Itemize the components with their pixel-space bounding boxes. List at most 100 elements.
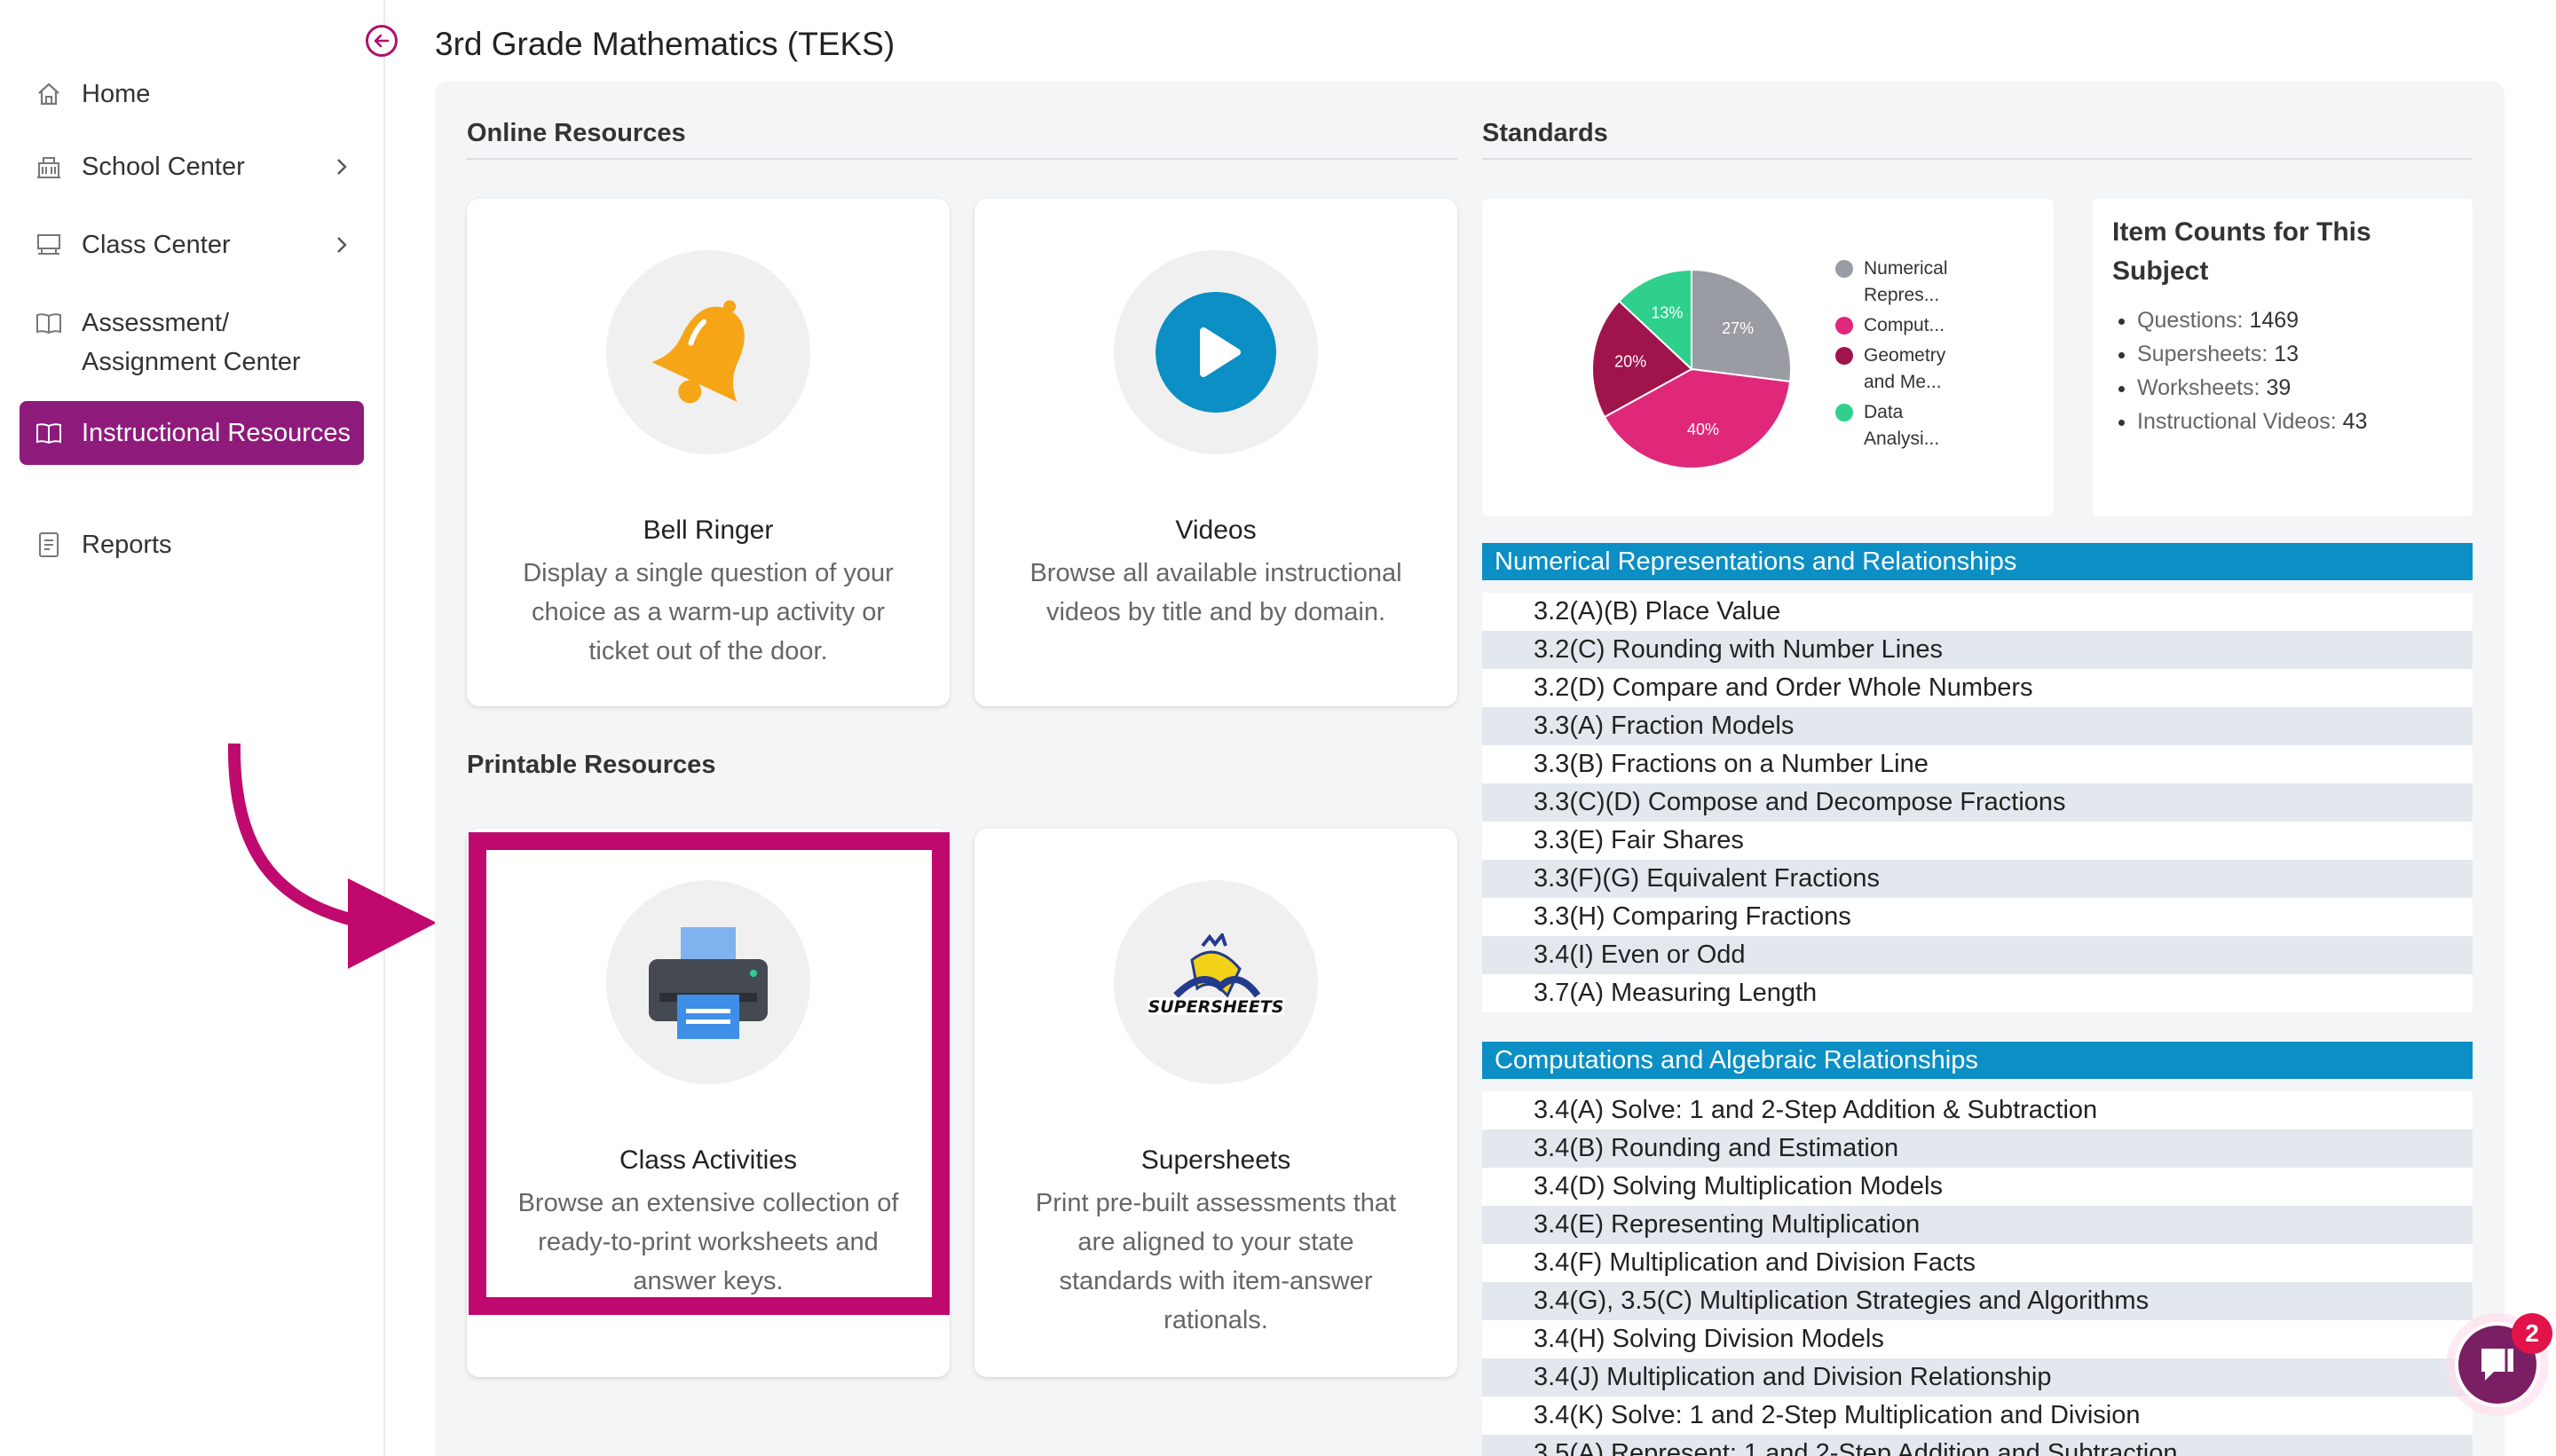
pie-slice-label: 20% bbox=[1614, 352, 1646, 370]
pie-slice[interactable] bbox=[1691, 268, 1792, 383]
legend-label: Analysi... bbox=[1864, 429, 1940, 449]
play-icon bbox=[1114, 250, 1318, 454]
standard-item[interactable]: 3.3(B) Fractions on a Number Line bbox=[1482, 745, 2473, 783]
standard-item[interactable]: 3.4(G), 3.5(C) Multiplication Strategies… bbox=[1482, 1282, 2473, 1320]
standards-heading: Standards bbox=[1482, 119, 1608, 147]
printer-icon bbox=[606, 880, 810, 1084]
standard-item[interactable]: 3.4(J) Multiplication and Division Relat… bbox=[1482, 1358, 2473, 1397]
standard-item[interactable]: 3.3(C)(D) Compose and Decompose Fraction… bbox=[1482, 783, 2473, 822]
standards-list: 3.4(A) Solve: 1 and 2-Step Addition & Su… bbox=[1482, 1091, 2473, 1456]
report-icon bbox=[34, 530, 64, 560]
legend-swatch bbox=[1835, 404, 1853, 421]
card-title: Bell Ringer bbox=[643, 516, 774, 545]
domain-header[interactable]: Numerical Representations and Relationsh… bbox=[1482, 543, 2473, 580]
standard-item[interactable]: 3.4(K) Solve: 1 and 2-Step Multiplicatio… bbox=[1482, 1397, 2473, 1435]
legend-label: Numerical bbox=[1864, 258, 1948, 279]
annotation-arrow-icon bbox=[213, 736, 444, 976]
standard-item[interactable]: 3.4(E) Representing Multiplication bbox=[1482, 1206, 2473, 1244]
legend-item[interactable]: Data Analysi... bbox=[1835, 399, 1939, 453]
chevron-right-icon bbox=[328, 147, 355, 186]
standards-chart-box: 27% 40% 20% 13% Numerical Repres... Comput..… bbox=[1482, 199, 2054, 516]
online-resources-heading: Online Resources bbox=[467, 119, 686, 147]
school-icon bbox=[34, 152, 64, 182]
card-description: Browse an extensive collection of ready-… bbox=[517, 1189, 899, 1295]
supersheets-card[interactable]: SUPERSHEETS Supersheets Print pre-built … bbox=[974, 829, 1457, 1377]
pie-slice[interactable] bbox=[1603, 367, 1792, 469]
supersheets-logo: SUPERSHEETS bbox=[1114, 880, 1318, 1084]
standard-item[interactable]: 3.4(F) Multiplication and Division Facts bbox=[1482, 1244, 2473, 1282]
pie-slice[interactable] bbox=[1617, 268, 1692, 372]
card-title: Supersheets bbox=[1140, 1145, 1291, 1175]
sidebar-item-school-center[interactable]: School Center bbox=[20, 147, 364, 186]
arrow-left-icon bbox=[372, 31, 391, 51]
legend-item[interactable]: Comput... bbox=[1835, 312, 1945, 339]
item-counts-title: Item Counts for This Subject bbox=[2112, 217, 2371, 286]
printable-resources-heading: Printable Resources bbox=[467, 751, 716, 779]
card-description: Display a single question of your choice… bbox=[523, 559, 894, 665]
standard-item[interactable]: 3.2(D) Compare and Order Whole Numbers bbox=[1482, 669, 2473, 707]
legend-swatch bbox=[1835, 260, 1853, 278]
count-item: Questions: 1469 bbox=[2137, 303, 2367, 337]
legend-item[interactable]: Numerical Repres... bbox=[1835, 256, 1948, 309]
collapse-sidebar-button[interactable] bbox=[366, 25, 398, 57]
legend-label: Data bbox=[1864, 402, 1904, 422]
standard-item[interactable]: 3.2(A)(B) Place Value bbox=[1482, 593, 2473, 631]
book-icon bbox=[34, 418, 64, 448]
sidebar-item-home[interactable]: Home bbox=[20, 75, 364, 114]
standard-item[interactable]: 3.4(H) Solving Division Models bbox=[1482, 1320, 2473, 1358]
legend-label: Comput... bbox=[1864, 315, 1945, 335]
section-divider bbox=[1482, 158, 2473, 160]
count-item: Worksheets: 39 bbox=[2137, 371, 2367, 405]
card-description: Browse all available instructional video… bbox=[1030, 559, 1402, 626]
item-counts-list: Questions: 1469 Supersheets: 13 Workshee… bbox=[2137, 303, 2367, 438]
classroom-icon bbox=[34, 230, 64, 260]
card-title: Videos bbox=[1175, 516, 1257, 545]
page-title: 3rd Grade Mathematics (TEKS) bbox=[435, 26, 895, 62]
legend-swatch bbox=[1835, 317, 1853, 334]
sidebar-item-label: Home bbox=[82, 80, 151, 108]
domain-header[interactable]: Computations and Algebraic Relationships bbox=[1482, 1042, 2473, 1079]
chat-button[interactable]: 2 bbox=[2455, 1313, 2552, 1407]
supersheets-logo-text: SUPERSHEETS bbox=[1148, 997, 1284, 1017]
pie-slice[interactable] bbox=[1591, 299, 1693, 419]
standard-item[interactable]: 3.3(F)(G) Equivalent Fractions bbox=[1482, 860, 2473, 898]
standard-item[interactable]: 3.5(A) Represent: 1 and 2-Step Addition … bbox=[1482, 1435, 2473, 1456]
standards-pie-chart: 27% 40% 20% 13% bbox=[1591, 268, 1792, 469]
book-icon bbox=[34, 308, 64, 338]
standard-item[interactable]: 3.2(C) Rounding with Number Lines bbox=[1482, 631, 2473, 669]
legend-label: and Me... bbox=[1864, 372, 1942, 392]
chat-icon bbox=[2458, 1326, 2536, 1404]
standard-item[interactable]: 3.3(H) Comparing Fractions bbox=[1482, 898, 2473, 936]
standards-list: 3.2(A)(B) Place Value 3.2(C) Rounding wit… bbox=[1482, 593, 2473, 1012]
card-title: Class Activities bbox=[619, 1145, 798, 1175]
bell-icon bbox=[606, 250, 810, 454]
standard-item[interactable]: 3.4(I) Even or Odd bbox=[1482, 936, 2473, 974]
standard-item[interactable]: 3.4(D) Solving Multiplication Models bbox=[1482, 1168, 2473, 1206]
legend-item[interactable]: Geometry and Me... bbox=[1835, 342, 1945, 396]
sidebar-item-reports[interactable]: Reports bbox=[20, 525, 364, 564]
section-divider bbox=[467, 158, 1457, 160]
legend-swatch bbox=[1835, 347, 1853, 365]
pie-slice-label: 27% bbox=[1722, 319, 1754, 337]
sidebar-item-instructional-resources[interactable]: Instructional Resources bbox=[20, 401, 364, 465]
standard-item[interactable]: 3.4(A) Solve: 1 and 2-Step Addition & Su… bbox=[1482, 1091, 2473, 1129]
videos-card[interactable]: Videos Browse all available instructiona… bbox=[974, 199, 1457, 706]
standard-item[interactable]: 3.7(A) Measuring Length bbox=[1482, 974, 2473, 1012]
pie-slice-label: 40% bbox=[1687, 421, 1719, 438]
card-description: Print pre-built assessments that are ali… bbox=[1035, 1189, 1397, 1334]
home-icon bbox=[34, 79, 64, 109]
standard-item[interactable]: 3.4(B) Rounding and Estimation bbox=[1482, 1129, 2473, 1168]
standard-item[interactable]: 3.3(A) Fraction Models bbox=[1482, 707, 2473, 745]
sidebar-item-label: Reports bbox=[82, 531, 172, 559]
sidebar-item-class-center[interactable]: Class Center bbox=[20, 225, 364, 264]
chevron-right-icon bbox=[328, 225, 355, 264]
standard-item[interactable]: 3.3(E) Fair Shares bbox=[1482, 822, 2473, 860]
item-counts-box: Item Counts for This Subject Questions: … bbox=[2093, 199, 2473, 516]
sidebar-item-assessment-center[interactable]: Assessment/ Assignment Center bbox=[20, 303, 364, 382]
sidebar-item-label: Assessment/ Assignment Center bbox=[82, 309, 301, 376]
bell-ringer-card[interactable]: Bell Ringer Display a single question of… bbox=[467, 199, 950, 706]
count-item: Instructional Videos: 43 bbox=[2137, 405, 2367, 438]
class-activities-card[interactable]: Class Activities Browse an extensive col… bbox=[467, 829, 950, 1377]
sidebar-item-label: School Center bbox=[82, 153, 245, 181]
legend-label: Geometry bbox=[1864, 345, 1946, 366]
